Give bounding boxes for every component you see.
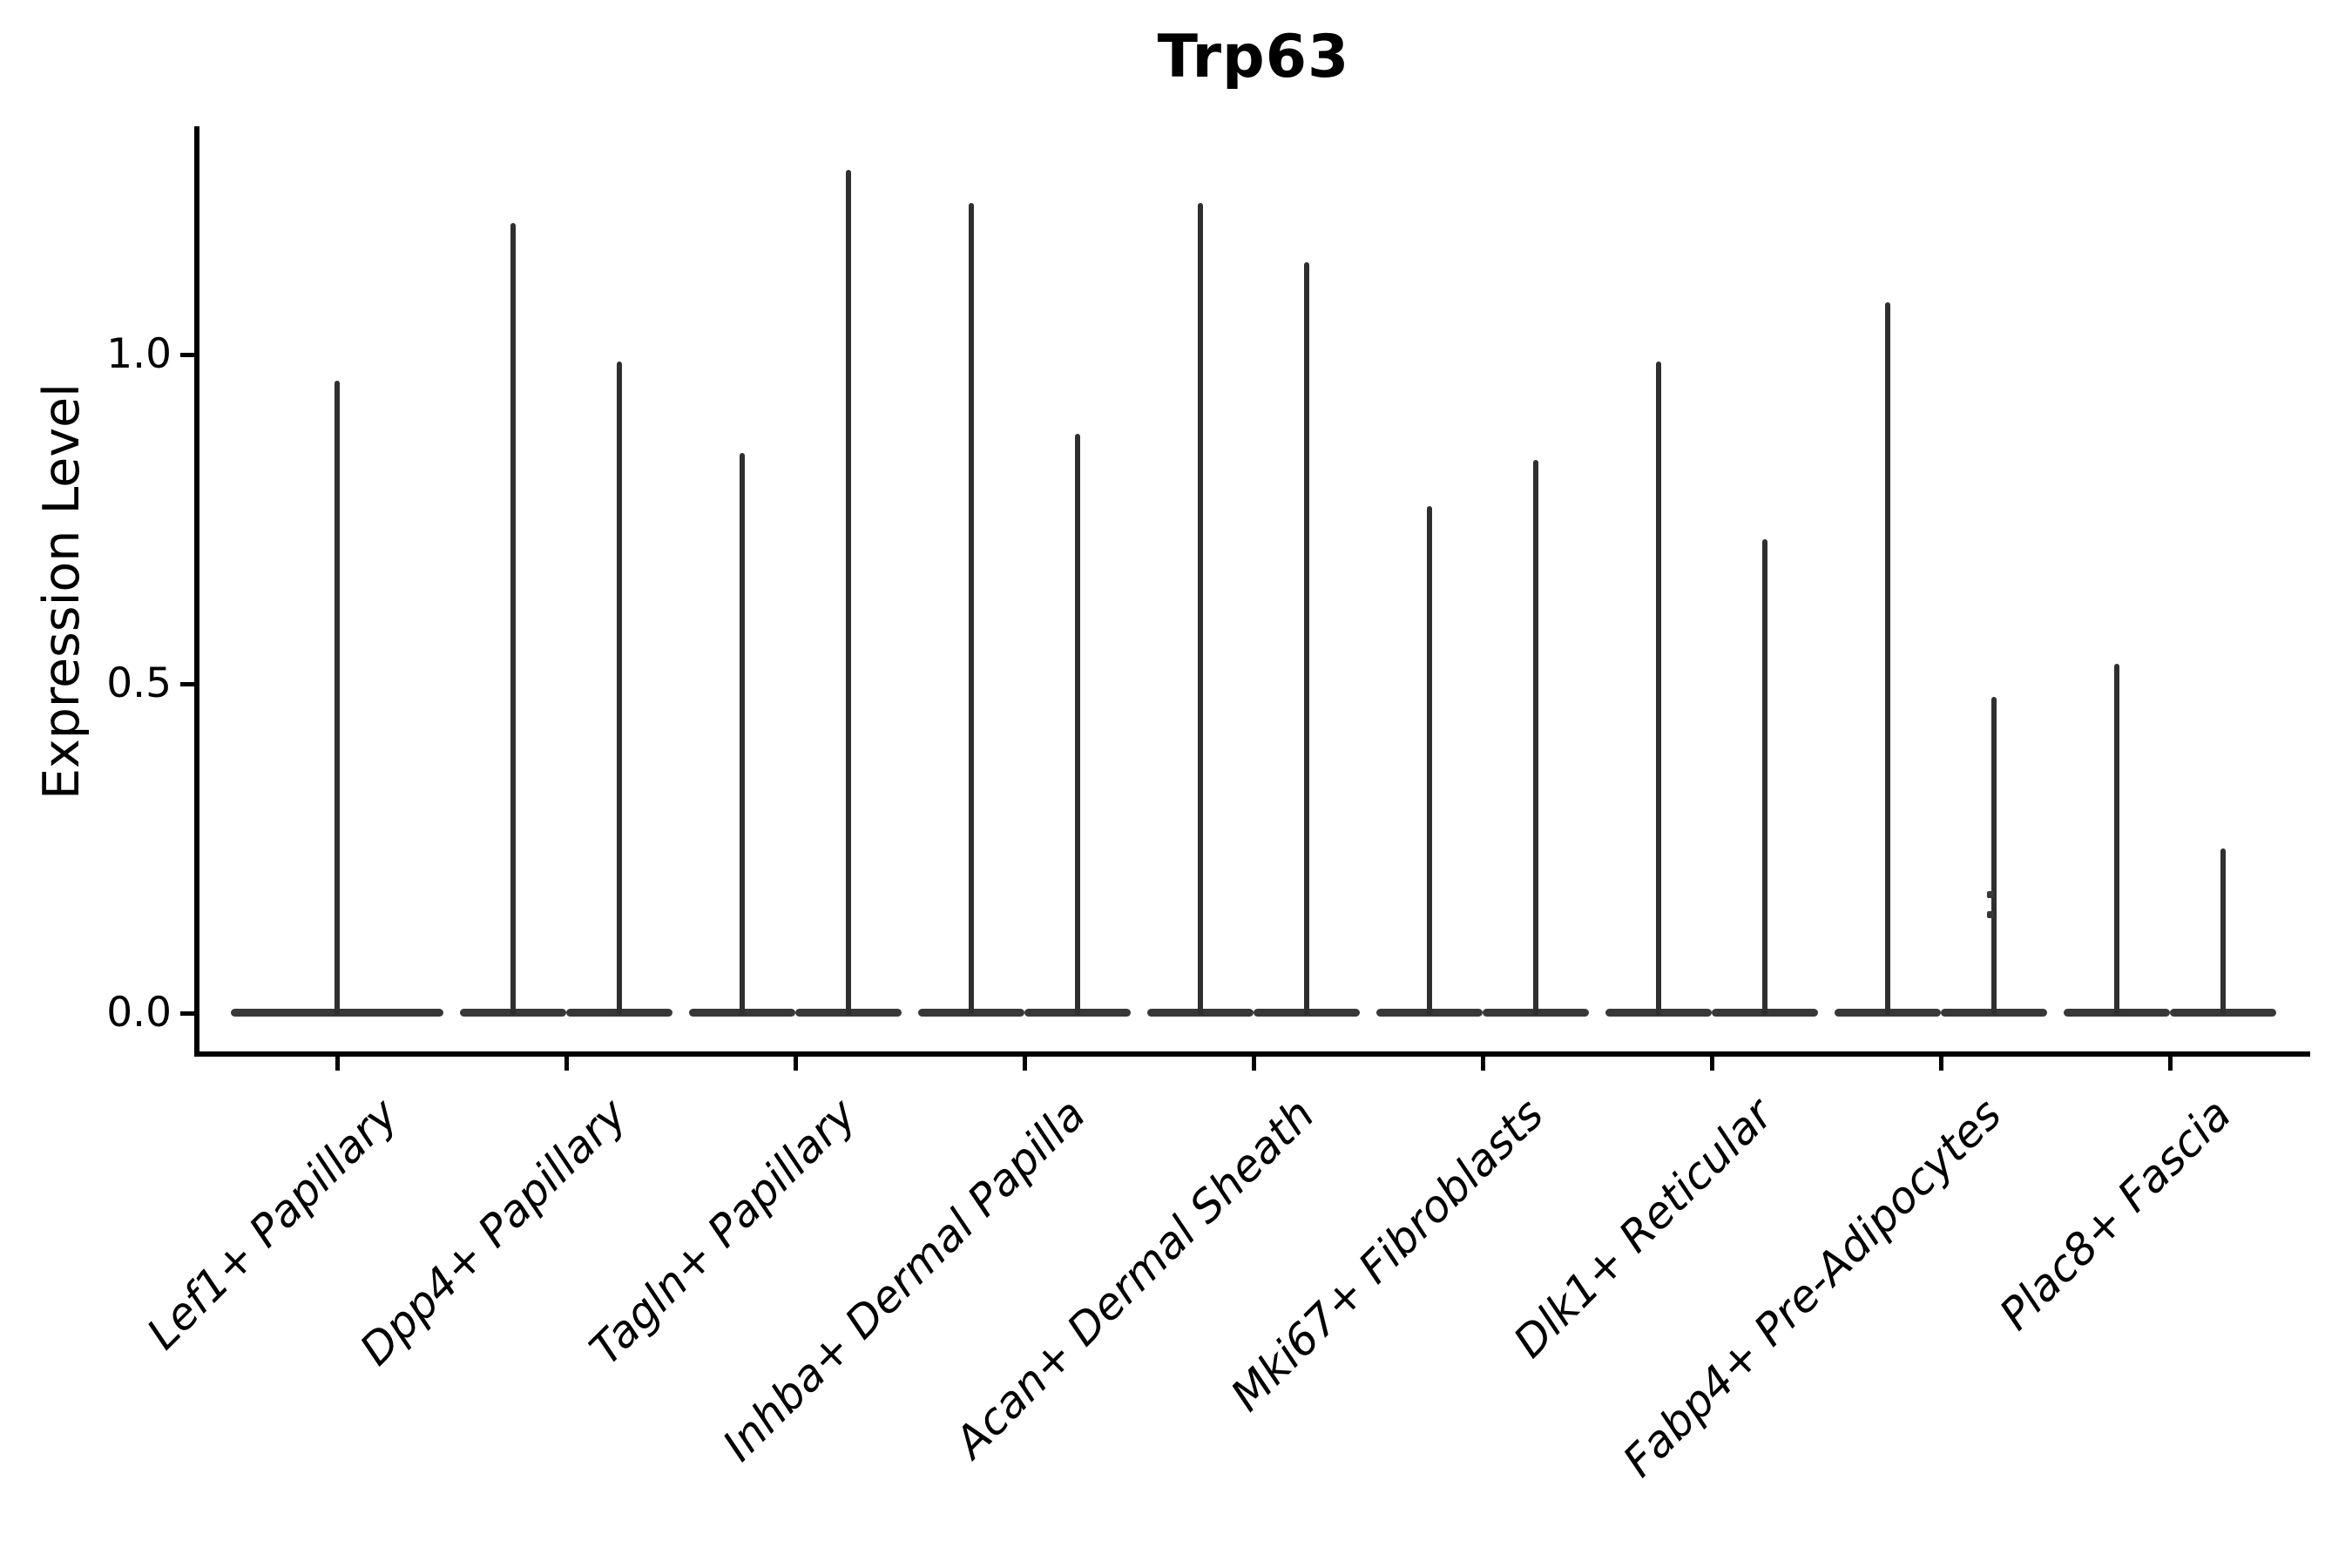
violin-spike (510, 223, 516, 1015)
y-tick-label: 1.0 (106, 330, 172, 378)
x-tick-mark (794, 1057, 798, 1071)
x-tick-mark (1710, 1057, 1714, 1071)
x-tick-mark (335, 1057, 340, 1071)
x-tick-label: Plac8+ Fascia (1990, 1089, 2241, 1340)
violin-spike (1656, 362, 1661, 1015)
violin-spike (335, 381, 340, 1015)
violin-spike (1075, 434, 1080, 1015)
x-tick-mark (1023, 1057, 1027, 1071)
violin-outlier-point (1987, 891, 1994, 898)
x-tick-mark (1939, 1057, 1943, 1071)
x-tick-mark (564, 1057, 569, 1071)
x-axis-spine (194, 1051, 2310, 1057)
violin-spike (1533, 460, 1538, 1015)
violin-spike (2114, 664, 2119, 1015)
violin-spike (1304, 262, 1309, 1015)
violin-spike (846, 170, 851, 1015)
violin-outlier-point (1987, 911, 1994, 918)
y-tick-mark (180, 353, 194, 357)
violin-spike (969, 203, 974, 1015)
chart-title: Trp63 (1157, 23, 1350, 91)
violin-spike (1991, 697, 1997, 1015)
violin-spike (1198, 203, 1203, 1015)
y-tick-label: 0.5 (106, 659, 172, 707)
violin-spike (2220, 848, 2226, 1015)
x-tick-label: Fabp4+ Pre-Adipocytes (1613, 1089, 2012, 1487)
x-tick-mark (1481, 1057, 1485, 1071)
y-tick-mark (180, 1011, 194, 1016)
violin-spike (740, 453, 745, 1015)
violin-spike (617, 362, 622, 1015)
violin-spike (1427, 506, 1432, 1015)
x-tick-label: Lef1+ Papillary (137, 1089, 409, 1360)
y-axis-spine (194, 126, 199, 1057)
x-tick-mark (1252, 1057, 1256, 1071)
y-tick-label: 0.0 (106, 989, 172, 1037)
violin-spike (1885, 302, 1890, 1015)
y-tick-mark (180, 682, 194, 686)
x-tick-label: Inhba+ Dermal Papilla (713, 1089, 1096, 1471)
violin-spike (1762, 539, 1767, 1015)
x-tick-mark (2168, 1057, 2173, 1071)
